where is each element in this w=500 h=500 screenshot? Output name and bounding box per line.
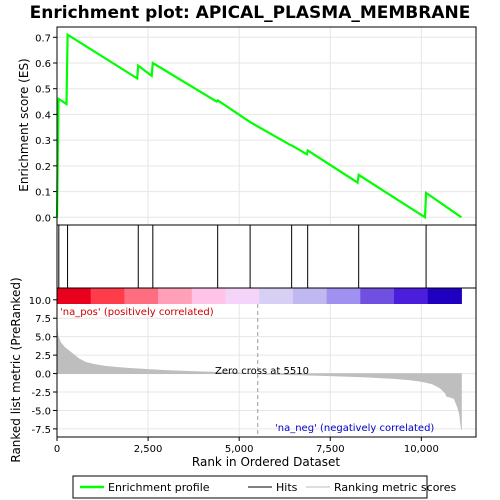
zero-cross-label: Zero cross at 5510 [215,366,309,377]
positive-correlation-label: 'na_pos' (positively correlated) [60,307,214,318]
top-y-ticks: 0.0 0.1 0.2 0.3 0.4 0.5 0.6 0.7 [35,33,57,224]
legend-label: Hits [276,481,298,494]
top-y-tick-label: 0.2 [35,162,51,173]
color-strip-segment [427,288,462,304]
chart-title: Enrichment plot: APICAL_PLASMA_MEMBRANE [30,3,471,23]
color-strip-segment [57,288,92,304]
color-strip-segment [259,288,294,304]
hits-panel [58,225,427,288]
color-strip-segment [191,288,227,304]
enrichment-profile-series [55,32,463,220]
bottom-y-tick-label: 10.0 [29,296,51,307]
bottom-y-tick-label: 2.5 [35,351,51,362]
bottom-panel-frame [56,287,477,438]
top-y-tick-label: 0.6 [35,59,51,70]
ranking-metric-series [56,327,462,430]
top-y-tick-label: 0.7 [35,33,51,44]
color-strip-segment [326,288,361,304]
top-y-tick-label: 0.0 [35,213,51,224]
bottom-x-tick-label: 0 [54,444,60,455]
color-strip-segment [124,288,159,304]
color-strip-segment [360,288,395,304]
top-y-tick-label: 0.4 [35,110,51,121]
color-strip-segment [394,288,429,304]
rank-color-strip [57,288,462,304]
bottom-y-tick-label: 5.0 [35,333,51,344]
ranking-metric-area [56,327,462,430]
bottom-x-ticks: 0 2,500 5,000 7,500 10,000 [54,437,439,455]
legend-label: Ranking metric scores [334,481,456,494]
bottom-x-tick-label: 10,000 [404,444,439,455]
top-panel-grid [56,27,476,225]
top-panel-frame [56,26,477,226]
top-y-tick-label: 0.1 [35,188,51,199]
hits-panel-frame [56,224,477,289]
enrichment-profile-line [55,32,463,220]
bottom-y-tick-label: 0.0 [35,370,51,381]
negative-correlation-label: 'na_neg' (negatively correlated) [275,423,434,434]
top-y-axis-label: Enrichment score (ES) [17,58,31,191]
color-strip-segment [225,288,260,304]
bottom-x-axis-label: Rank in Ordered Dataset [192,455,340,469]
top-y-tick-label: 0.5 [35,85,51,96]
bottom-y-axis-label: Ranked list metric (PreRanked) [9,277,23,462]
bottom-x-tick-label: 2,500 [134,444,163,455]
bottom-y-tick-label: 7.5 [35,314,51,325]
bottom-y-tick-label: -7.5 [31,425,51,436]
bottom-y-tick-label: -2.5 [31,388,51,399]
color-strip-segment [90,288,125,304]
top-y-tick-label: 0.3 [35,136,51,147]
bottom-y-tick-label: -5.0 [31,406,51,417]
color-strip-segment [158,288,193,304]
legend-label: Enrichment profile [108,481,210,494]
color-strip-segment [292,288,328,304]
bottom-x-tick-label: 7,500 [316,444,345,455]
legend: Enrichment profile Hits Ranking metric sco… [80,481,456,494]
bottom-x-tick-label: 5,000 [225,444,254,455]
bottom-y-ticks: 10.0 7.5 5.0 2.5 0.0 -2.5 -5.0 -7.5 [29,296,57,436]
